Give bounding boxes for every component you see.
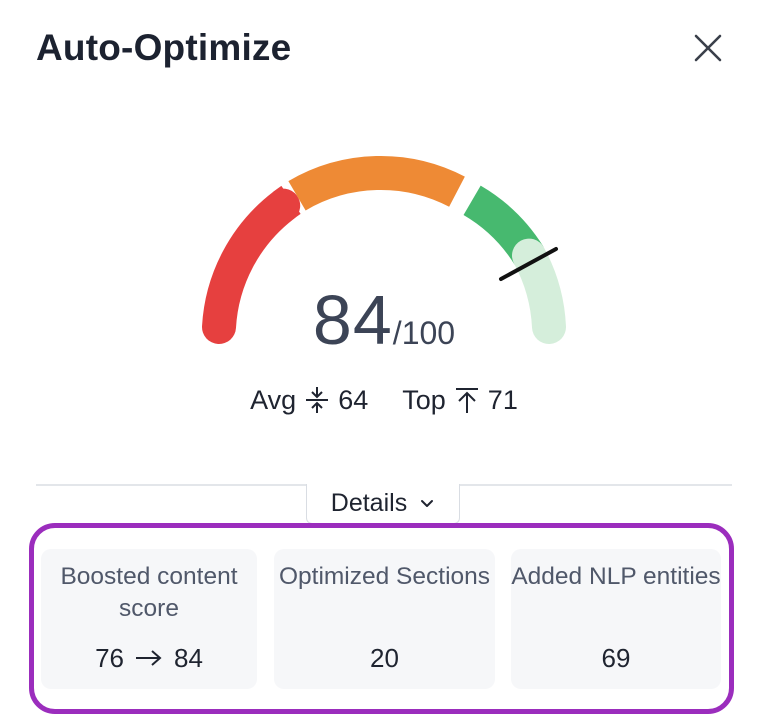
score-readout: 84/100	[0, 280, 768, 360]
metric-value: 20	[370, 643, 399, 673]
score-gauge	[202, 156, 566, 344]
score-max: /100	[392, 315, 456, 351]
metric-label: Added NLP entities	[511, 563, 721, 590]
top-value: 71	[487, 385, 518, 415]
metric-label: Optimized Sections	[278, 563, 491, 590]
avg-stat: Avg 64	[250, 382, 368, 418]
metrics-highlight	[29, 523, 734, 714]
score-value: 84	[312, 281, 393, 359]
gauge-segment-low	[202, 188, 301, 344]
metric-card-boosted-score: Boosted content score 76 84	[41, 549, 257, 689]
gauge-segment-low-cap	[272, 185, 301, 220]
metric-card-nlp-entities: Added NLP entities 69	[511, 549, 721, 689]
gauge-needle	[499, 247, 558, 281]
page-title: Auto-Optimize	[36, 27, 292, 68]
avg-label: Avg	[250, 385, 297, 415]
chevron-down-icon	[421, 499, 434, 507]
metric-value: 69	[601, 643, 631, 673]
arrow-right-icon	[136, 650, 162, 666]
metric-value: 76 84	[41, 641, 257, 675]
avg-value: 64	[338, 385, 369, 415]
close-icon[interactable]	[686, 26, 730, 70]
top-arrow-icon	[455, 388, 478, 413]
metric-card-optimized-sections: Optimized Sections 20	[274, 549, 495, 689]
metric-from-value: 76	[95, 643, 124, 673]
details-label: Details	[330, 489, 408, 517]
avg-compress-icon	[306, 387, 329, 413]
score-stats: Avg 64 Top 71	[0, 382, 768, 418]
top-stat: Top 71	[402, 382, 518, 418]
details-toggle-button[interactable]: Details	[306, 484, 460, 524]
metric-to-value: 84	[174, 643, 203, 673]
gauge-segment-mid	[288, 156, 465, 211]
top-label: Top	[402, 385, 446, 415]
metric-label: Boosted content score	[60, 563, 238, 622]
